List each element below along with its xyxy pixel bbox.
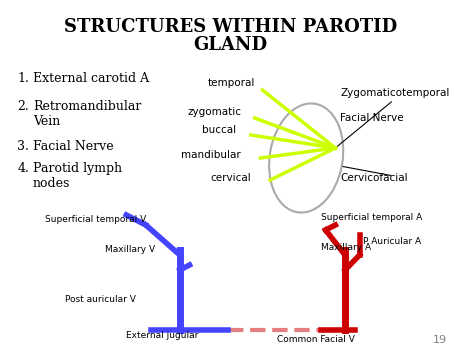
Text: Maxillary A: Maxillary A [321,244,371,252]
Text: Maxillary V: Maxillary V [105,246,155,255]
Text: Superficial temporal V: Superficial temporal V [45,215,146,224]
Text: External jugular: External jugular [127,331,199,339]
Text: 2.: 2. [18,100,29,113]
Text: 1.: 1. [18,72,29,85]
Text: mandibular: mandibular [181,150,241,160]
Text: Retromandibular
Vein: Retromandibular Vein [33,100,141,128]
Text: Zygomaticotemporal: Zygomaticotemporal [340,88,449,98]
Text: GLAND: GLAND [193,36,267,54]
Text: Common Facial V: Common Facial V [277,335,355,344]
Text: zygomatic: zygomatic [187,107,241,117]
Text: buccal: buccal [202,125,236,135]
Text: temporal: temporal [207,78,255,88]
Text: P Auricular A: P Auricular A [363,237,421,246]
Text: 4.: 4. [18,162,29,175]
Text: Cervicofacial: Cervicofacial [340,173,408,183]
Text: Facial Nerve: Facial Nerve [33,140,114,153]
Text: cervical: cervical [210,173,251,183]
Text: 3.: 3. [18,140,29,153]
Text: STRUCTURES WITHIN PAROTID: STRUCTURES WITHIN PAROTID [64,18,397,36]
Text: Facial Nerve: Facial Nerve [340,113,404,123]
Text: 19: 19 [433,335,447,345]
Text: Post auricular V: Post auricular V [65,295,136,305]
Text: Superficial temporal A: Superficial temporal A [321,213,422,223]
Text: Parotid lymph
nodes: Parotid lymph nodes [33,162,122,190]
Text: External carotid A: External carotid A [33,72,149,85]
